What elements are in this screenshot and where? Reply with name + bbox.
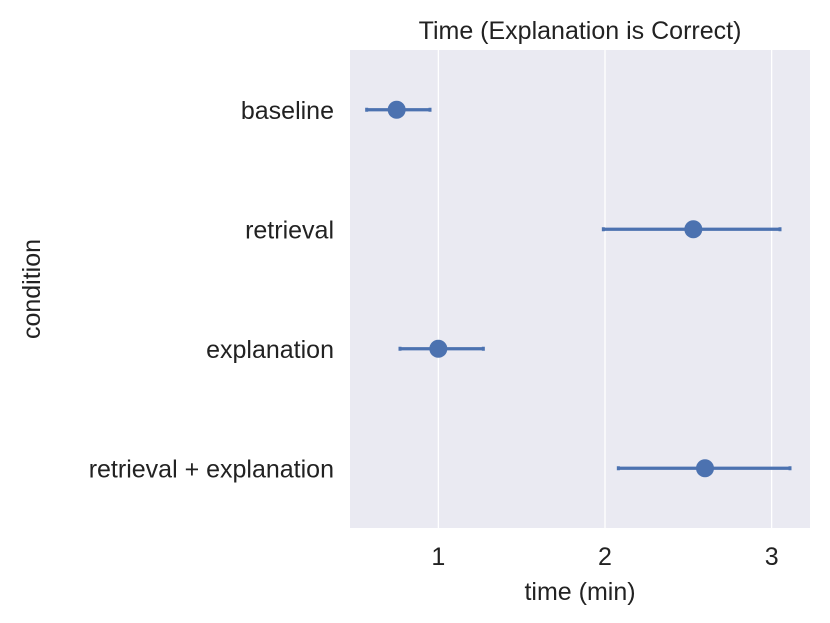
data-point bbox=[429, 339, 448, 358]
chart-title: Time (Explanation is Correct) bbox=[419, 17, 742, 45]
x-tick-label: 3 bbox=[765, 543, 779, 571]
x-tick-label: 2 bbox=[598, 543, 612, 571]
y-tick-label: retrieval bbox=[245, 216, 334, 244]
data-point bbox=[684, 220, 703, 239]
y-tick-label: retrieval + explanation bbox=[89, 455, 334, 483]
data-marks bbox=[365, 100, 792, 478]
y-tick-label: explanation bbox=[206, 336, 334, 364]
grid-lines bbox=[437, 50, 773, 528]
x-tick-label: 1 bbox=[431, 543, 445, 571]
x-axis-label: time (min) bbox=[524, 578, 635, 606]
data-point bbox=[696, 459, 714, 478]
data-point bbox=[387, 100, 406, 119]
y-tick-label: baseline bbox=[241, 97, 334, 125]
plot-area bbox=[350, 50, 810, 528]
y-tick-labels: baseline retrieval explanation retrieval + … bbox=[89, 97, 334, 484]
y-axis-label: condition bbox=[18, 239, 46, 339]
x-tick-labels: 1 2 3 bbox=[431, 543, 778, 571]
